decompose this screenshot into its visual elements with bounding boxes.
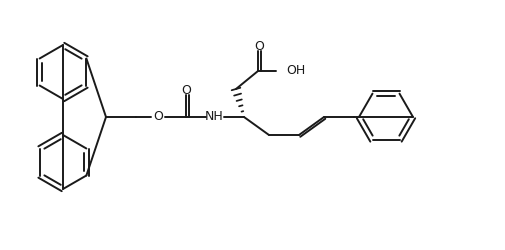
Text: O: O (181, 84, 191, 96)
Text: NH: NH (205, 110, 223, 124)
Text: OH: OH (286, 64, 305, 78)
Text: O: O (254, 40, 264, 52)
Text: O: O (153, 110, 163, 124)
